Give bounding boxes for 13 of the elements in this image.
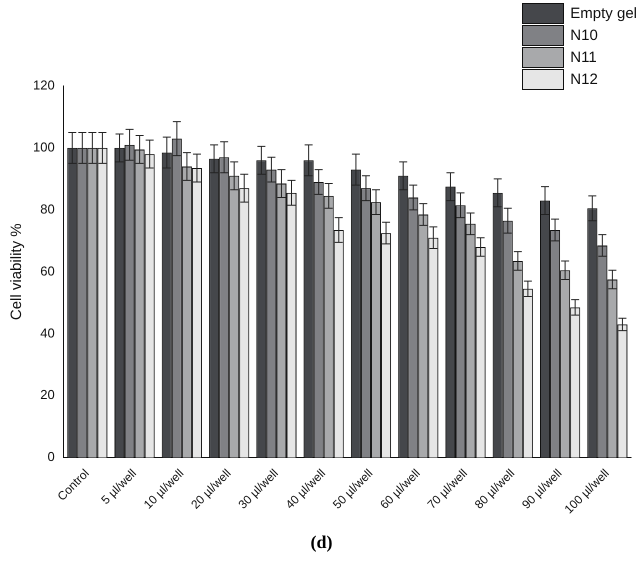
legend-label: N10 [570,26,598,44]
legend-label: Empty gel [570,4,637,22]
y-tick-label: 0 [47,449,55,464]
y-axis-title: Cell viability % [8,223,26,320]
y-tick-label: 120 [32,78,55,93]
y-tick-label: 20 [40,387,55,402]
y-tick-label: 80 [40,201,55,216]
y-tick-label: 60 [40,263,55,278]
text: (d) [310,532,334,553]
y-tick-label: 40 [40,325,55,340]
legend-label: N11 [570,48,597,66]
legend-label: N12 [570,70,598,88]
y-tick-label: 100 [32,140,55,155]
